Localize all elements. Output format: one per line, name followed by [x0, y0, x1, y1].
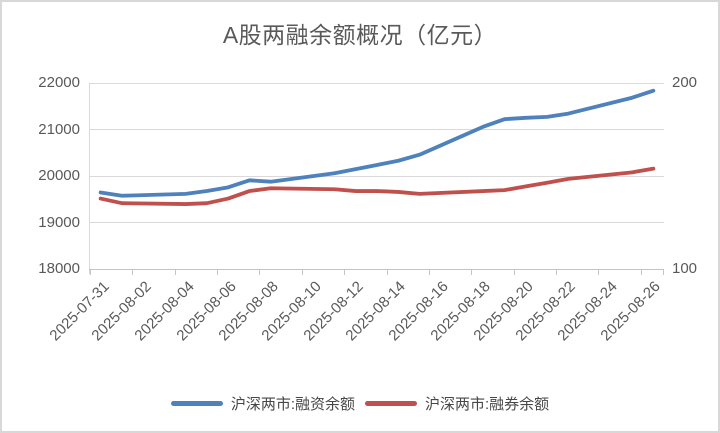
- legend-item-financing-balance: 沪深两市:融资余额: [170, 393, 355, 414]
- y-axis-line: [89, 83, 90, 274]
- x-axis-tick: [217, 270, 219, 275]
- legend-label: 沪深两市:融券余额: [425, 396, 550, 413]
- legend-label: 沪深两市:融资余额: [230, 396, 355, 413]
- y-tick-label-left: 20000: [38, 167, 80, 184]
- y-tick-label-left: 22000: [38, 74, 80, 91]
- chart-title: A股两融余额概况（亿元）: [222, 22, 498, 48]
- x-axis-tick: [640, 270, 642, 275]
- x-axis-tick: [471, 270, 473, 275]
- gridline: [90, 222, 664, 223]
- series-layer: [98, 88, 656, 206]
- legend-item-securities-lending: 沪深两市:融券余额: [365, 393, 549, 414]
- gridline: [90, 82, 664, 84]
- legend-line-swatch: [170, 401, 223, 406]
- legend: 沪深两市:融资余额 沪深两市:融券余额: [2, 393, 718, 414]
- x-axis-tick: [556, 270, 558, 275]
- y-tick-label-left: 18000: [38, 260, 80, 277]
- x-axis-tick: [132, 270, 134, 275]
- x-axis-tick: [301, 270, 303, 275]
- securities-lending-line: [98, 166, 656, 206]
- gridline: [90, 129, 664, 130]
- x-axis-tick: [90, 270, 91, 275]
- x-axis-tick: [259, 270, 261, 275]
- legend-line-swatch: [365, 401, 417, 406]
- y-tick-label-right: 100: [672, 260, 698, 277]
- x-axis-tick: [513, 270, 515, 275]
- x-axis-line: [89, 269, 664, 270]
- x-axis-tick: [428, 270, 430, 275]
- x-axis-tick: [598, 270, 600, 275]
- financing-balance-line: [98, 88, 656, 198]
- y-tick-label-left: 21000: [38, 120, 80, 138]
- plot-area: [90, 82, 664, 269]
- x-axis-tick: [386, 270, 388, 275]
- gridline: [90, 175, 664, 177]
- x-axis-tick: [174, 270, 176, 275]
- x-axis-tick: [344, 270, 346, 275]
- x-axis-tick: [663, 270, 664, 275]
- y-tick-label-left: 19000: [38, 213, 80, 231]
- y-tick-label-right: 200: [672, 74, 698, 91]
